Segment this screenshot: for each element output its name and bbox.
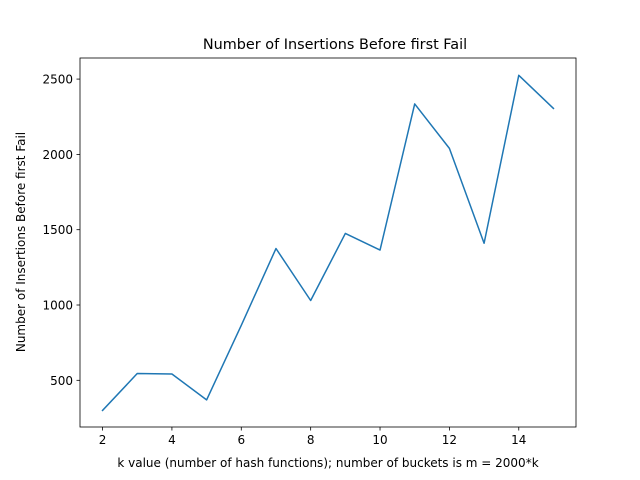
- x-tick-label: 14: [511, 433, 526, 447]
- y-axis-label: Number of Insertions Before first Fail: [14, 132, 28, 352]
- plot-area: 2 4 6 8 10 12 14 500 1000 1500 2000 2500: [42, 57, 577, 447]
- x-tick-label: 6: [237, 433, 245, 447]
- x-tick-label: 2: [99, 433, 107, 447]
- y-tick-label: 2000: [42, 148, 73, 162]
- axes-frame: [79, 57, 577, 428]
- y-tick-label: 2500: [42, 73, 73, 87]
- y-tick-label: 1500: [42, 223, 73, 237]
- x-tick-label: 8: [307, 433, 315, 447]
- x-tick-label: 4: [168, 433, 176, 447]
- chart-title: Number of Insertions Before first Fail: [203, 37, 467, 53]
- y-tick-label: 500: [50, 374, 73, 388]
- x-tick-label: 10: [372, 433, 387, 447]
- x-axis-label: k value (number of hash functions); numb…: [117, 456, 538, 470]
- x-tick-label: 12: [442, 433, 457, 447]
- series-line-0: [101, 74, 555, 412]
- y-tick-label: 1000: [42, 299, 73, 313]
